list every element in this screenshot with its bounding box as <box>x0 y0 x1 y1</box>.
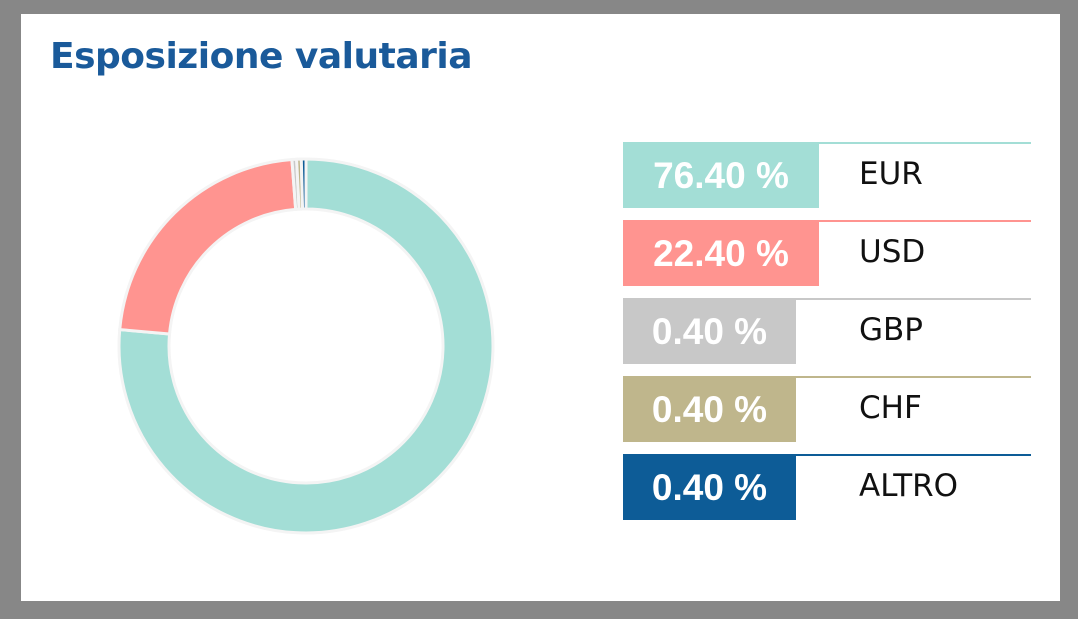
legend-value-chf: 0.40 % <box>623 378 796 442</box>
legend-item-eur: 76.40 % EUR <box>623 142 1031 210</box>
donut-slice-altro <box>299 157 308 211</box>
legend-value-eur: 76.40 % <box>623 144 819 208</box>
legend-item-usd: 22.40 % USD <box>623 220 1031 288</box>
chart-legend: 76.40 % EUR 22.40 % USD 0.40 % GBP 0.40 … <box>623 142 1031 532</box>
legend-label-gbp: GBP <box>859 312 923 348</box>
legend-label-eur: EUR <box>859 156 923 192</box>
legend-item-gbp: 0.40 % GBP <box>623 298 1031 366</box>
donut-slice-eur <box>117 157 495 535</box>
donut-slice-usd <box>118 157 298 336</box>
currency-exposure-card: Esposizione valutaria 76.40 % EUR 22.40 … <box>21 14 1060 601</box>
legend-item-chf: 0.40 % CHF <box>623 376 1031 444</box>
legend-value-altro: 0.40 % <box>623 456 796 520</box>
donut-chart <box>117 157 495 535</box>
legend-value-usd: 22.40 % <box>623 222 819 286</box>
legend-item-altro: 0.40 % ALTRO <box>623 454 1031 522</box>
legend-label-usd: USD <box>859 234 926 270</box>
legend-label-chf: CHF <box>859 390 922 426</box>
page-title: Esposizione valutaria <box>50 36 473 77</box>
legend-label-altro: ALTRO <box>859 468 959 504</box>
legend-value-gbp: 0.40 % <box>623 300 796 364</box>
